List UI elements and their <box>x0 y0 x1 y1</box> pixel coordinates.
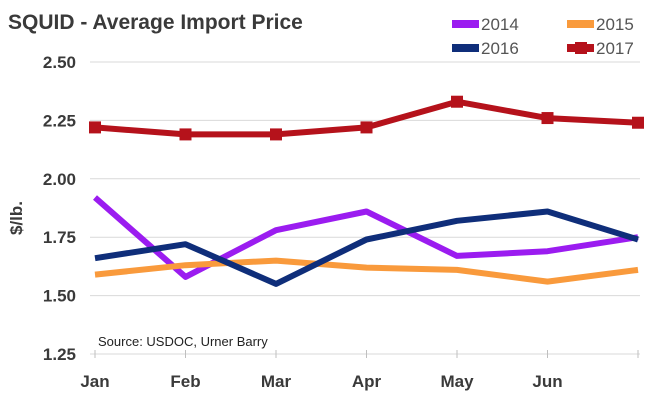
y-tick-label-1-50: 1.50 <box>43 287 76 306</box>
legend-label-2014: 2014 <box>481 15 519 34</box>
y-tick-label-1-25: 1.25 <box>43 345 76 364</box>
point-2017-7 <box>632 116 644 129</box>
chart-title: SQUID - Average Import Price <box>8 11 303 34</box>
point-2017-6 <box>541 112 554 125</box>
y-axis-label: $/lb. <box>7 201 26 235</box>
series-line-2016 <box>94 208 639 287</box>
point-2017-4 <box>360 121 373 134</box>
x-axis-tick-labels: Jan Feb Mar Apr May Jun <box>80 372 562 391</box>
series-line-2014 <box>93 195 639 280</box>
legend-label-2015: 2015 <box>596 15 634 34</box>
y-tick-label-2-25: 2.25 <box>43 111 76 130</box>
point-2017-1 <box>89 121 101 134</box>
x-tick-label-feb: Feb <box>170 372 200 391</box>
y-tick-label-1-75: 1.75 <box>43 228 76 247</box>
source-note: Source: USDOC, Urner Barry <box>98 334 268 349</box>
x-tick-label-mar: Mar <box>261 372 292 391</box>
legend-label-2017: 2017 <box>596 39 634 58</box>
gridlines <box>90 61 640 355</box>
x-tick-label-may: May <box>440 372 474 391</box>
x-tick-label-apr: Apr <box>352 372 382 391</box>
y-tick-label-2-50: 2.50 <box>43 53 76 72</box>
point-2017-3 <box>270 128 282 141</box>
y-axis-tick-labels: 1.25 1.50 1.75 2.00 2.25 2.50 <box>43 53 76 364</box>
point-2017-2 <box>179 128 192 141</box>
legend: 2014 2015 2016 2017 <box>452 15 634 58</box>
y-tick-label-2-00: 2.00 <box>43 170 76 189</box>
series-line-2015 <box>94 257 639 285</box>
x-tick-label-jan: Jan <box>80 372 109 391</box>
x-axis-ticks <box>94 350 639 358</box>
series-markers <box>89 95 644 141</box>
legend-marker-2017 <box>575 42 587 54</box>
legend-label-2016: 2016 <box>481 39 519 58</box>
x-tick-label-jun: Jun <box>532 372 562 391</box>
point-2017-5 <box>451 95 463 108</box>
